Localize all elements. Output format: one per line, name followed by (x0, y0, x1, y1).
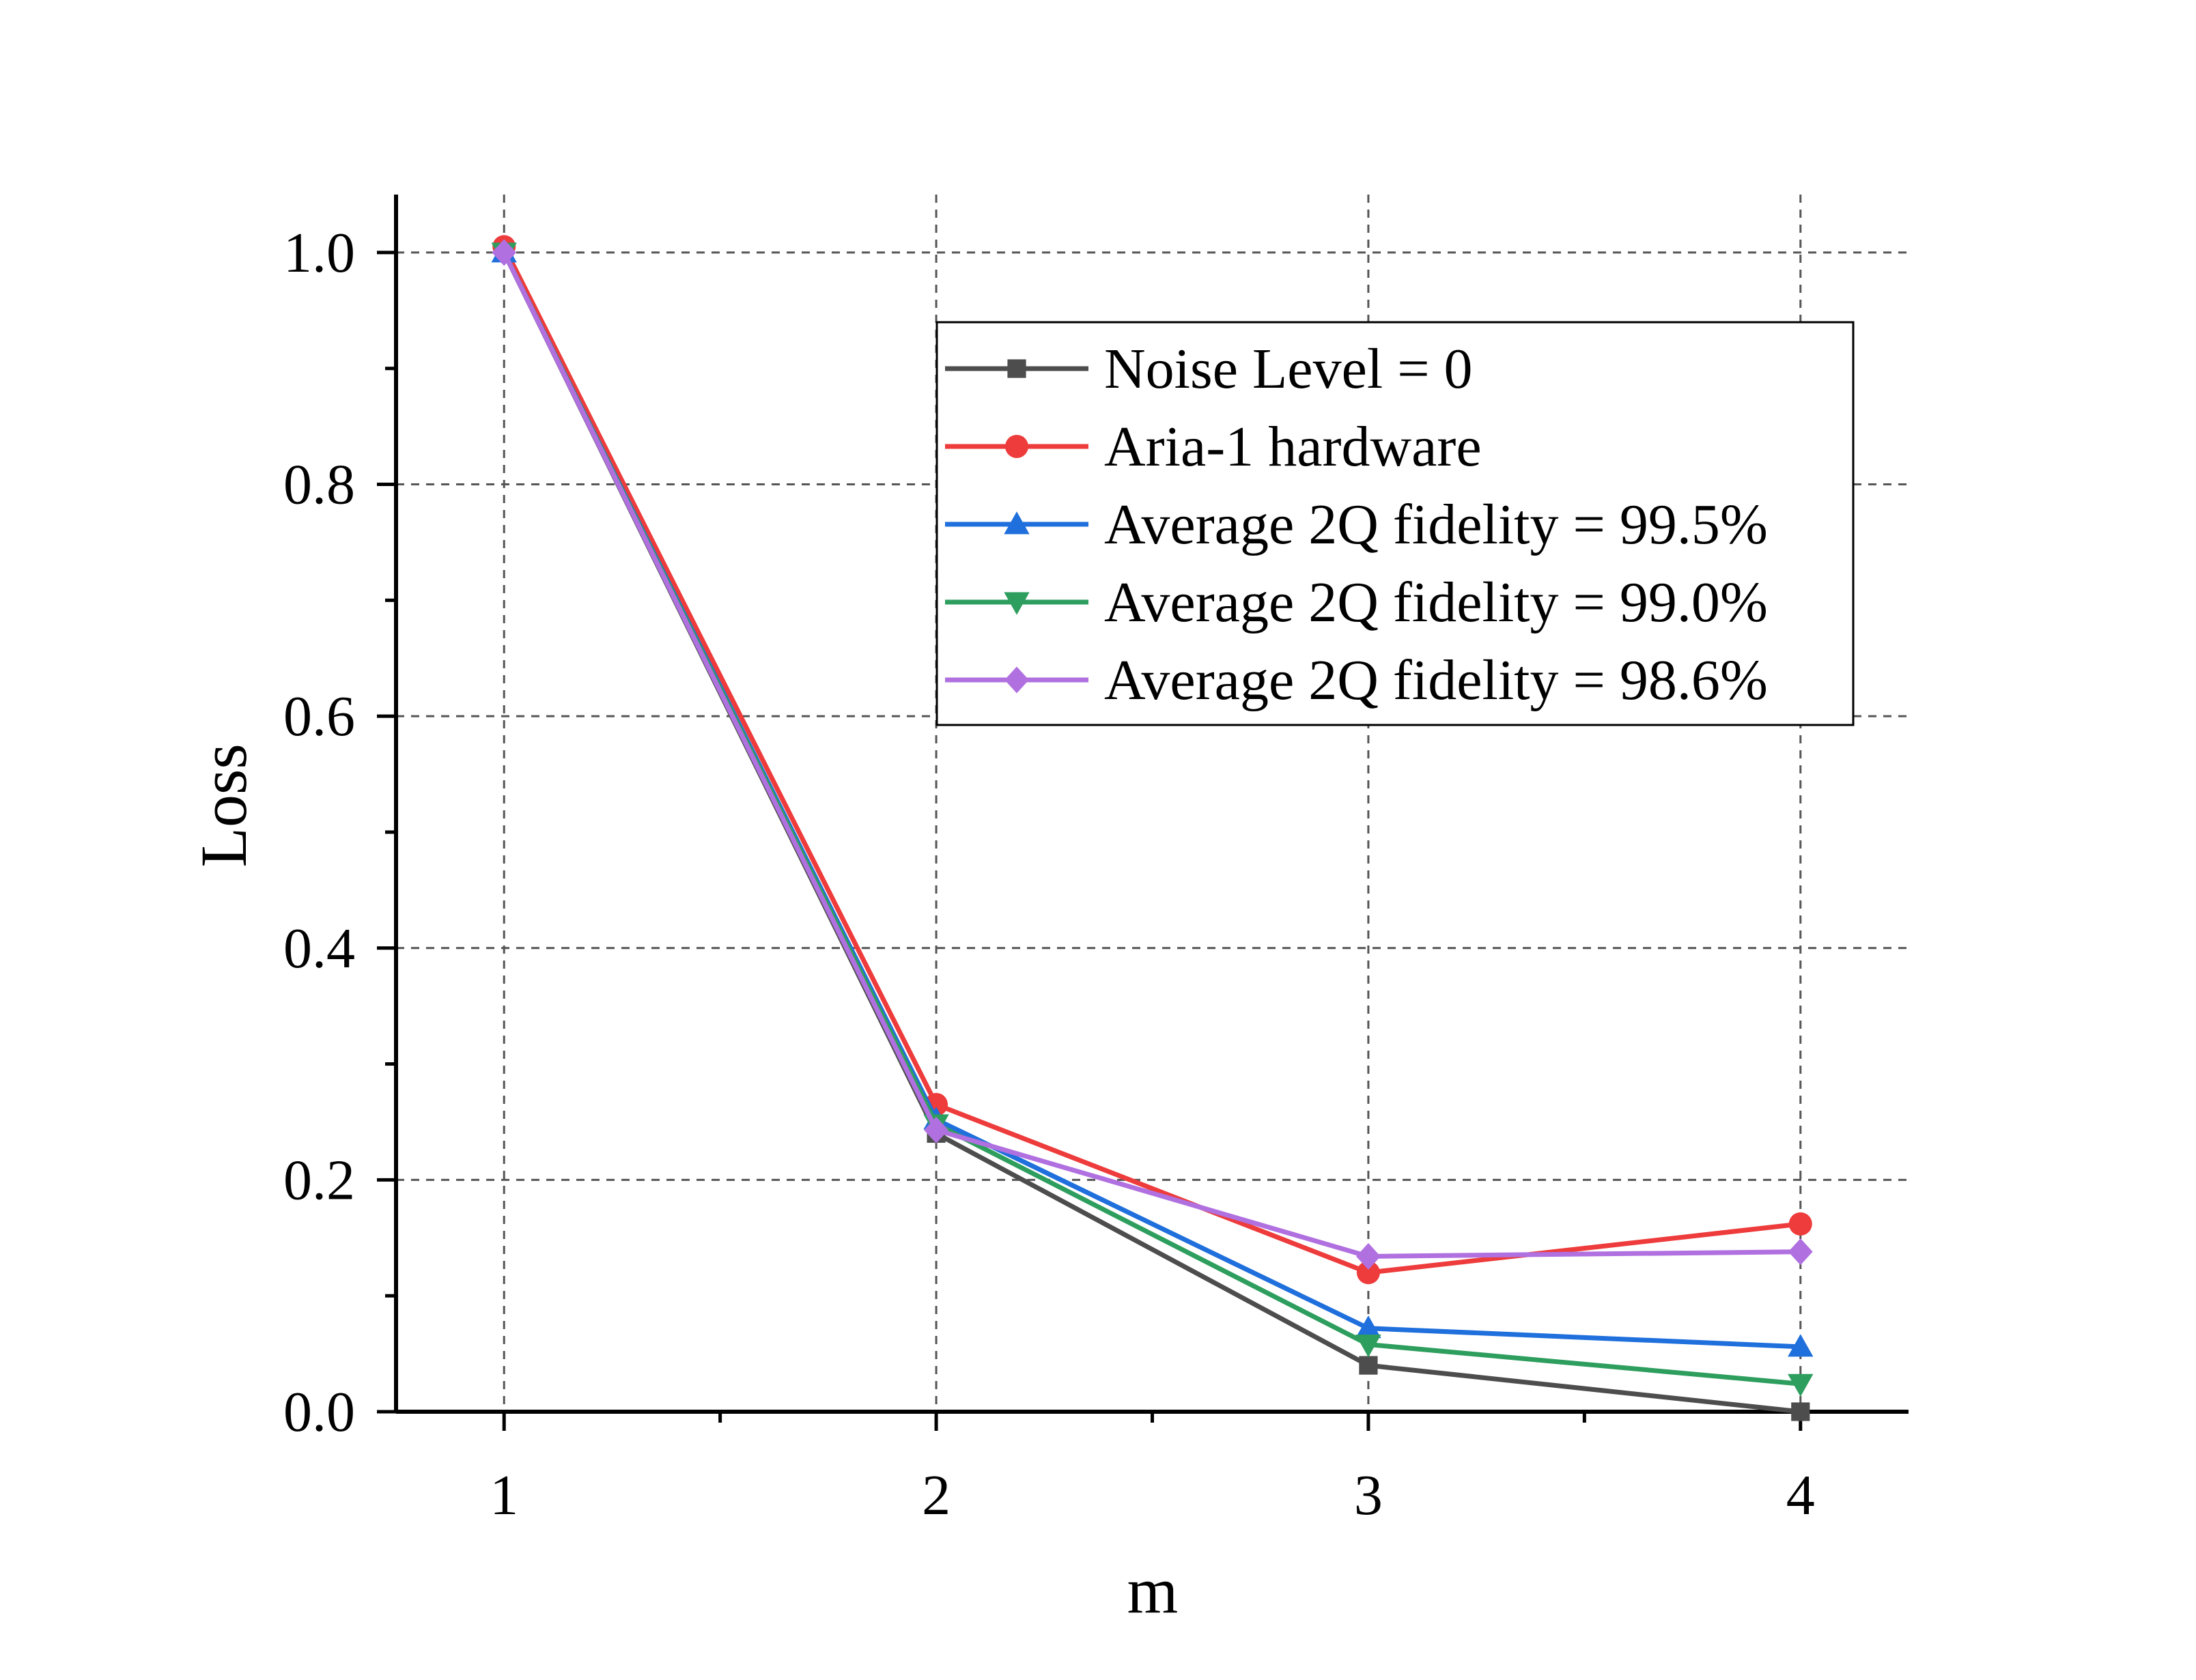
legend-marker (1004, 666, 1029, 694)
legend-entry: Noise Level = 0 (945, 337, 1473, 401)
legend-label: Average 2Q fidelity = 99.5% (1104, 493, 1768, 556)
legend-entry: Average 2Q fidelity = 98.6% (945, 649, 1768, 712)
legend-entry: Average 2Q fidelity = 99.5% (945, 493, 1768, 556)
data-point (1355, 1315, 1381, 1339)
legend-marker (1007, 359, 1026, 378)
x-axis-label: m (1127, 1554, 1179, 1627)
series-line (502, 251, 1801, 1259)
legend-marker (1005, 435, 1028, 458)
y-tick-label: 1.0 (283, 221, 355, 285)
x-tick-label: 2 (922, 1464, 951, 1527)
legend-label: Noise Level = 0 (1104, 337, 1473, 401)
legend-label: Aria-1 hardware (1104, 415, 1482, 479)
y-tick-label: 0.2 (283, 1148, 355, 1212)
legend-entry: Aria-1 hardware (945, 415, 1482, 479)
y-axis-label: Loss (187, 743, 260, 867)
x-tick-label: 1 (490, 1464, 518, 1527)
legend-entry: Average 2Q fidelity = 99.0% (945, 571, 1768, 634)
data-point (1791, 1402, 1810, 1421)
series-lines (491, 235, 1814, 1421)
data-point (1788, 1238, 1813, 1266)
legend-label: Average 2Q fidelity = 99.0% (1104, 571, 1768, 634)
legend-label: Average 2Q fidelity = 98.6% (1104, 649, 1768, 712)
y-tick-label: 0.6 (283, 685, 355, 748)
y-tick-label: 0.4 (283, 917, 355, 980)
data-point (492, 239, 517, 266)
axis-ticks: 1 2 3 4 0.0 0.2 0.4 0.6 0.8 1.0 (283, 221, 1815, 1527)
data-point (1356, 1242, 1381, 1270)
x-tick-label: 4 (1786, 1464, 1815, 1527)
data-point (1359, 1356, 1378, 1375)
y-tick-label: 0.8 (283, 453, 355, 517)
series-line (502, 245, 1801, 1275)
legend: Noise Level = 0 Aria-1 hardware Average 2Q… (935, 321, 1855, 726)
y-tick-label: 0.0 (283, 1380, 355, 1444)
data-point (924, 1116, 948, 1143)
data-point (1788, 1373, 1814, 1397)
data-point (1355, 1335, 1381, 1358)
series-5 (492, 239, 1813, 1270)
data-point (1356, 1261, 1380, 1285)
legend-box (935, 321, 1855, 726)
legend-marker (1004, 511, 1030, 535)
data-point (1788, 1334, 1814, 1357)
legend-marker (1004, 592, 1030, 615)
data-point (1788, 1212, 1812, 1236)
x-tick-label: 3 (1354, 1464, 1383, 1527)
